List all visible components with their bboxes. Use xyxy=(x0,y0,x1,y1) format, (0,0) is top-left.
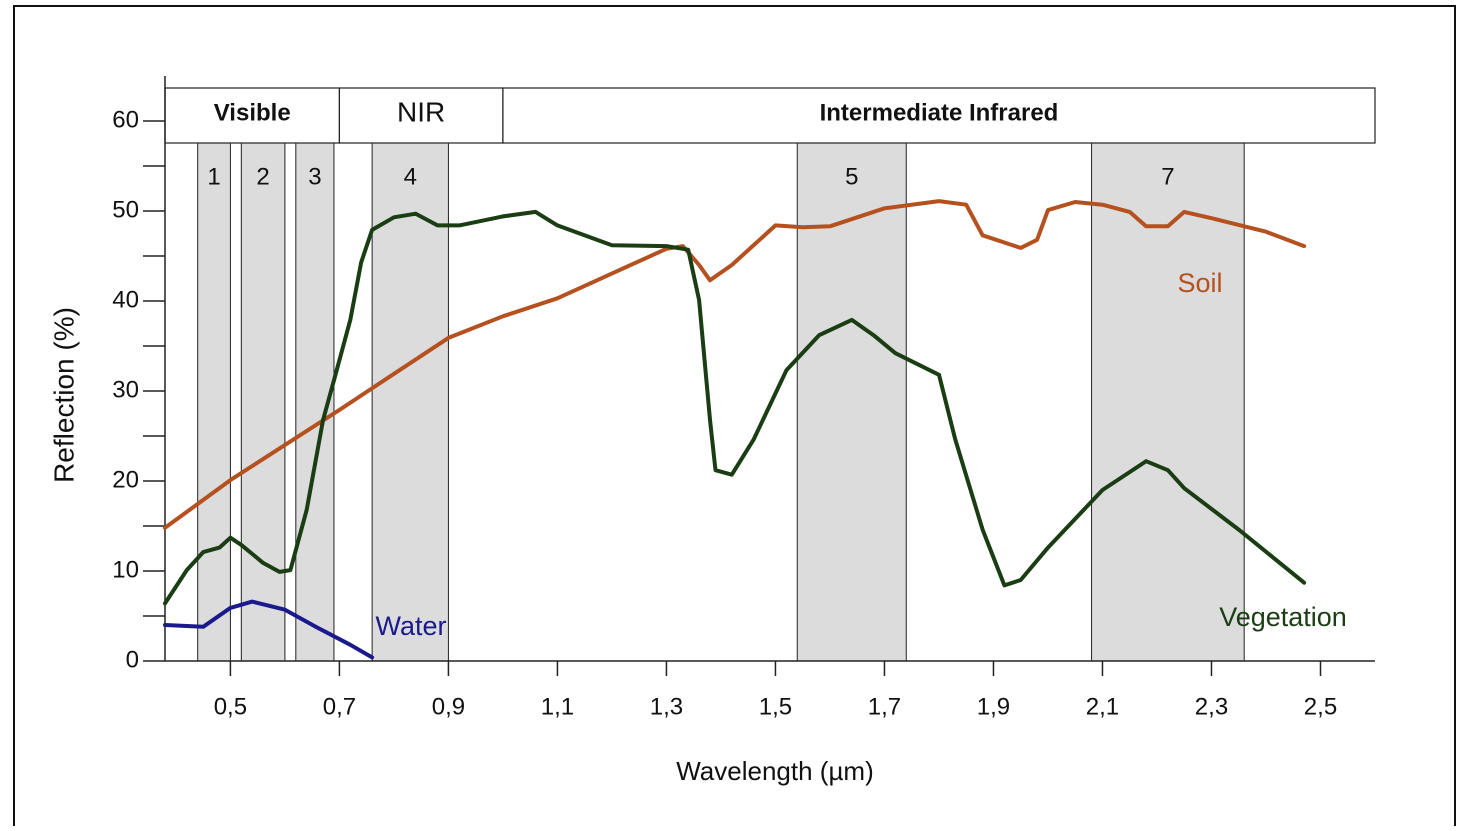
x-tick-label: 1,3 xyxy=(650,693,683,720)
band xyxy=(371,142,449,662)
x-tick-label: 2,3 xyxy=(1195,693,1228,720)
x-tick-label: 1,9 xyxy=(977,693,1010,720)
y-tick-label: 40 xyxy=(112,286,139,313)
y-tick-label: 0 xyxy=(126,646,139,673)
band-label: 5 xyxy=(845,163,858,190)
series-line xyxy=(163,209,1307,606)
series-line xyxy=(163,599,375,660)
series-label: Vegetation xyxy=(1219,602,1347,632)
band-layer: 1 2 3 4 5 7 Visible NIR Intermediate Infrared xyxy=(164,87,1376,662)
y-tick-label: 10 xyxy=(112,556,139,583)
region-label: Intermediate Infrared xyxy=(820,99,1059,126)
series-line xyxy=(163,199,1307,530)
x-tick-label: 0,5 xyxy=(214,693,247,720)
x-axis-label: Wavelength (µm) xyxy=(676,756,874,786)
plot-layer: 0 10 20 30 40 50 60 0,5 0,7 0,9 1,1 1,3 1,5 1,7 1,9 2,1… xyxy=(112,76,1375,720)
region-label: NIR xyxy=(397,96,445,127)
frame xyxy=(13,5,1456,831)
x-tick-label: 2,5 xyxy=(1304,693,1337,720)
x-tick-label: 2,1 xyxy=(1086,693,1119,720)
band-label: 7 xyxy=(1161,163,1174,190)
y-tick-label: 50 xyxy=(112,196,139,223)
band-label: 1 xyxy=(207,163,220,190)
series-label: Soil xyxy=(1177,268,1222,298)
band-label: 3 xyxy=(308,163,321,190)
x-tick-label: 0,7 xyxy=(323,693,356,720)
x-tick-label: 1,5 xyxy=(759,693,792,720)
y-tick-label: 20 xyxy=(112,466,139,493)
band-label: 2 xyxy=(256,163,269,190)
band xyxy=(240,142,286,662)
band-label: 4 xyxy=(404,163,417,190)
region-box xyxy=(502,87,1376,144)
series-label: Water xyxy=(375,611,446,641)
y-tick-label: 30 xyxy=(112,376,139,403)
band xyxy=(796,142,907,662)
x-tick-label: 1,1 xyxy=(541,693,574,720)
region-label: Visible xyxy=(214,99,291,126)
x-tick-label: 0,9 xyxy=(432,693,465,720)
y-tick-label: 60 xyxy=(112,106,139,133)
x-tick-label: 1,7 xyxy=(868,693,901,720)
y-axis-label: Reflection (%) xyxy=(48,307,79,483)
band xyxy=(197,142,231,662)
